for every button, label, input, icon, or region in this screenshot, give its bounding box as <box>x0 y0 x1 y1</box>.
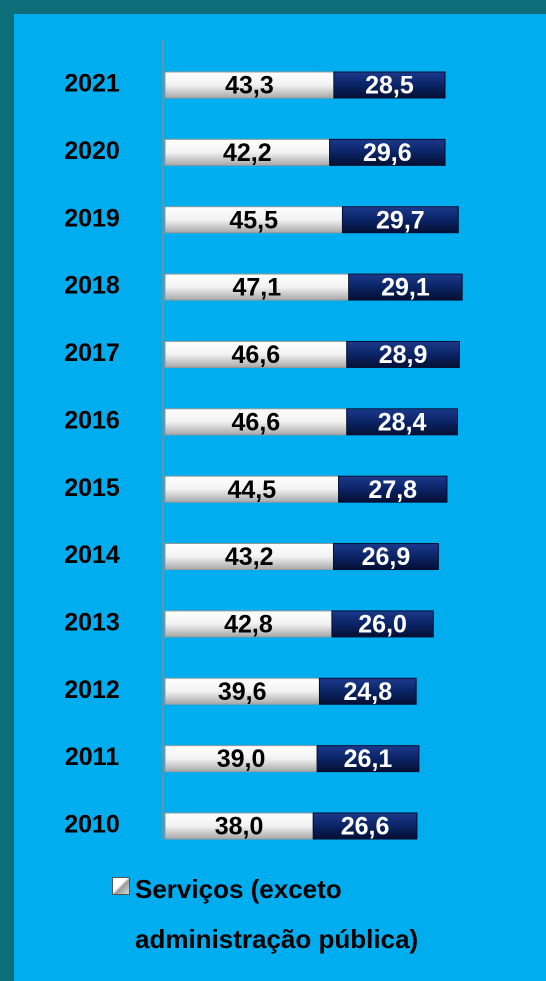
bar-segment <box>332 543 439 571</box>
bar-segment <box>333 71 446 99</box>
data-label: 45,5 <box>229 206 278 234</box>
bar-segment <box>348 273 463 301</box>
y-tick-label: 2020 <box>64 137 120 165</box>
y-tick-label: 2016 <box>64 406 120 434</box>
data-label: 47,1 <box>233 274 282 302</box>
data-label: 44,5 <box>227 476 276 504</box>
bar-segment <box>329 138 446 166</box>
bar-segment <box>164 677 320 705</box>
bar-segment <box>316 745 420 773</box>
y-tick-label: 2014 <box>64 541 120 569</box>
bar-segment <box>346 340 460 368</box>
data-label: 42,8 <box>224 611 273 639</box>
data-label: 46,6 <box>232 408 281 436</box>
y-tick-label: 2018 <box>64 272 120 300</box>
bar-segment <box>164 340 348 368</box>
data-label: 27,8 <box>368 476 417 504</box>
y-tick-label: 2010 <box>64 811 120 839</box>
bar-segment <box>312 812 418 840</box>
bar-segment <box>341 206 459 234</box>
y-tick-label: 2021 <box>64 70 120 98</box>
data-label: 28,5 <box>365 72 414 100</box>
data-label: 43,2 <box>225 543 274 571</box>
y-tick-label: 2012 <box>64 676 120 704</box>
bar-segment <box>164 71 335 99</box>
bar-segment <box>331 610 434 638</box>
data-label: 29,6 <box>363 139 412 167</box>
data-label: 38,0 <box>215 813 264 841</box>
y-tick-label: 2017 <box>64 339 120 367</box>
data-label: 26,6 <box>341 813 390 841</box>
data-label: 24,8 <box>343 678 392 706</box>
bar-segment <box>164 745 318 773</box>
data-label: 26,1 <box>344 745 393 773</box>
y-tick-label: 2013 <box>64 609 120 637</box>
data-label: 39,0 <box>217 745 266 773</box>
bar-segment <box>346 408 458 436</box>
bar-segment <box>164 475 340 503</box>
bar-segment <box>164 138 331 166</box>
data-label: 26,0 <box>358 611 407 639</box>
data-label: 43,3 <box>225 72 274 100</box>
data-label: 28,4 <box>378 408 427 436</box>
data-label: 42,2 <box>223 139 272 167</box>
bar-segment <box>164 408 348 436</box>
data-label: 28,9 <box>379 341 428 369</box>
bar-segment <box>318 677 417 705</box>
data-label: 29,7 <box>376 206 425 234</box>
bar-segment <box>338 475 448 503</box>
data-label: 39,6 <box>218 678 267 706</box>
y-tick-label: 2019 <box>64 204 120 232</box>
legend-label: Serviços (exceto administração pública) <box>135 874 419 954</box>
data-label: 26,9 <box>362 543 411 571</box>
data-label: 46,6 <box>232 341 281 369</box>
legend-swatch <box>112 877 130 895</box>
y-tick-label: 2015 <box>64 474 120 502</box>
y-tick-label: 2011 <box>65 743 119 771</box>
data-label: 29,1 <box>381 274 430 302</box>
